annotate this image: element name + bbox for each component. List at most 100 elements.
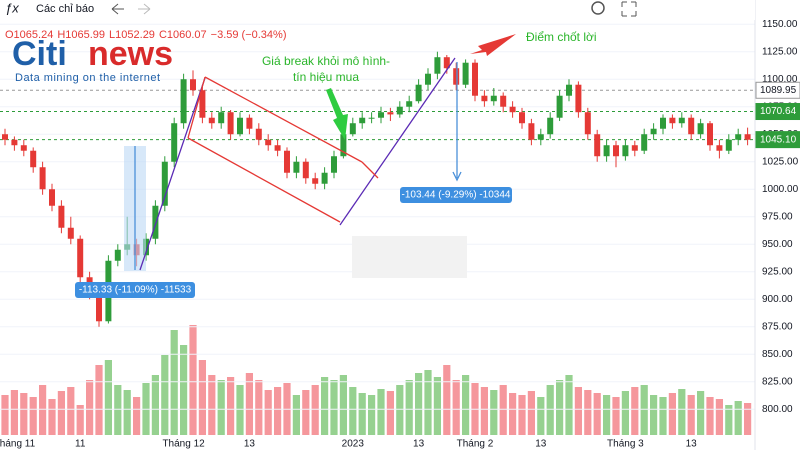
x-tick-label: Tháng 2 xyxy=(457,439,494,450)
volume-bar xyxy=(189,325,197,435)
price-badge-label: 1089.95 xyxy=(760,85,797,96)
volume-bar xyxy=(593,393,601,435)
volume-bar xyxy=(396,385,404,435)
volume-bar xyxy=(311,385,319,435)
y-tick-label: 1000.00 xyxy=(762,184,799,195)
volume-bar xyxy=(133,397,141,435)
candle-body xyxy=(265,139,272,146)
volume-bar xyxy=(574,387,582,435)
candle-body xyxy=(274,145,281,151)
x-tick-label: Tháng 12 xyxy=(162,439,205,450)
ohlc-value: C1060.07 xyxy=(159,29,207,41)
volume-bar xyxy=(443,365,451,435)
annotation: Điểm chốt lời xyxy=(526,30,597,44)
volume-bar xyxy=(180,345,188,435)
candle-body xyxy=(509,106,516,113)
x-tick-label: 13 xyxy=(244,439,256,450)
redo-icon[interactable] xyxy=(138,3,151,15)
candle-body xyxy=(331,156,337,173)
undo-icon[interactable] xyxy=(111,3,124,15)
candle-body xyxy=(528,123,535,140)
annotation: tín hiệu mua xyxy=(293,70,359,84)
candle-body xyxy=(453,68,460,85)
ohlc-value: −3.59 (−0.34%) xyxy=(211,29,287,41)
candle-body xyxy=(293,161,300,173)
candle-body xyxy=(20,145,27,151)
price-badge-label: 1045.10 xyxy=(760,134,797,145)
candle-body xyxy=(77,238,84,278)
channel-line xyxy=(361,161,379,179)
volume-bar xyxy=(330,380,338,435)
candle-body xyxy=(678,117,685,124)
fx-icon[interactable]: ƒx xyxy=(5,0,19,15)
logo: news xyxy=(88,35,173,73)
volume-bar xyxy=(321,377,329,435)
y-tick-label: 950.00 xyxy=(762,239,793,250)
price-badge xyxy=(755,81,800,99)
fullscreen-icon[interactable] xyxy=(621,1,637,17)
candle-body xyxy=(11,139,18,146)
ohlc-value: H1065.99 xyxy=(57,29,105,41)
candle-body xyxy=(547,117,554,135)
candle-body xyxy=(669,117,676,124)
volume-bar xyxy=(368,395,376,435)
volume-bar xyxy=(377,389,385,435)
volume-layer xyxy=(1,325,752,435)
volume-bar xyxy=(170,330,178,435)
volume-bar xyxy=(433,377,441,435)
candle-body xyxy=(519,112,525,124)
candle-body xyxy=(396,106,403,115)
ohlc-header: O1065.24 H1065.99 L1052.29 C1060.07 −3.59 (−… xyxy=(5,29,287,41)
blur-box xyxy=(352,236,467,278)
volume-bar xyxy=(659,397,667,435)
volume-bar xyxy=(706,397,714,435)
candle-body xyxy=(707,123,713,146)
volume-bar xyxy=(198,360,206,435)
trend-line xyxy=(139,77,206,271)
y-tick-label: 800.00 xyxy=(762,404,793,415)
candle-body xyxy=(443,57,450,69)
settings-icon[interactable] xyxy=(591,1,605,15)
volume-bar xyxy=(208,375,216,435)
volume-bar xyxy=(668,393,676,435)
volume-bar xyxy=(20,393,28,435)
volume-bar xyxy=(744,403,752,435)
candle-body xyxy=(312,178,319,184)
candle-body xyxy=(227,112,234,135)
volume-bar xyxy=(10,390,18,435)
x-tick-label: Tháng 11 xyxy=(0,439,36,450)
candle-body xyxy=(199,90,206,118)
volume-bar xyxy=(490,390,498,435)
candle-body xyxy=(67,227,74,239)
buy-arrow xyxy=(326,88,348,140)
volume-bar xyxy=(537,397,545,435)
candle-body xyxy=(30,150,37,168)
x-tick-label: 2023 xyxy=(342,439,365,450)
indicators-button[interactable]: Các chỉ báo xyxy=(36,3,94,15)
candle-body xyxy=(537,134,544,140)
volume-bar xyxy=(499,385,507,435)
x-tick-label: Tháng 3 xyxy=(607,439,644,450)
candle-body xyxy=(556,95,563,118)
volume-bar xyxy=(405,380,413,435)
grid-layer xyxy=(0,23,755,410)
volume-bar xyxy=(151,375,159,435)
price-axis xyxy=(755,0,800,450)
x-tick-label: 13 xyxy=(686,439,698,450)
candle-body xyxy=(735,134,742,140)
candle-body xyxy=(321,172,328,184)
candle-body xyxy=(622,145,629,157)
y-tick-label: 825.00 xyxy=(762,376,793,387)
volume-bar xyxy=(104,360,112,435)
volume-bar xyxy=(57,391,65,435)
volume-bar xyxy=(603,395,611,435)
candle-body xyxy=(349,123,356,135)
volume-bar xyxy=(527,391,535,435)
volume-bar xyxy=(734,401,742,435)
volume-bar xyxy=(687,395,695,435)
candle-body xyxy=(49,189,55,206)
y-tick-label: 975.00 xyxy=(762,211,793,222)
candle-body xyxy=(462,62,469,85)
channel-line xyxy=(187,137,341,223)
volume-bar xyxy=(715,399,723,435)
